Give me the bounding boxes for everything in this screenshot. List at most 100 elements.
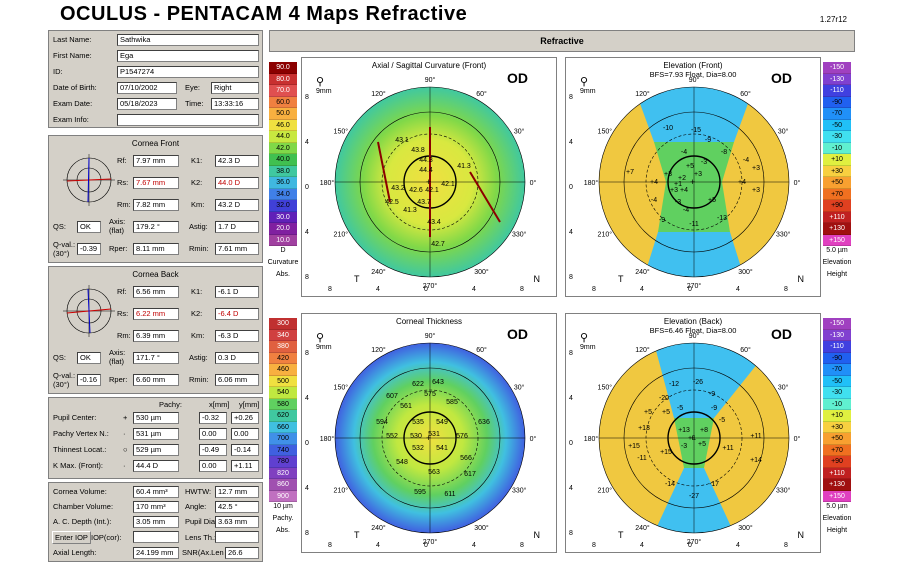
map-value-label: -9 [659, 217, 665, 224]
scale-step: -110 [823, 85, 851, 97]
km-value: -6.3 D [215, 330, 259, 342]
map-value-label: +14 [750, 457, 762, 464]
magnifier-icon[interactable]: ⚲ [316, 332, 325, 344]
exam-info-field[interactable] [117, 114, 259, 126]
axis-sub-label: (flat) [109, 357, 124, 366]
map-value-label: 532 [412, 445, 424, 452]
degree-label: 180° [320, 179, 335, 187]
chamber-volume-label: Chamber Volume: [53, 502, 114, 511]
scale-step: +70 [823, 444, 851, 456]
x-tick: 4 [376, 542, 380, 549]
scale-step: +110 [823, 467, 851, 479]
scale-step: 740 [269, 444, 297, 456]
corneal-thickness-map[interactable]: Corneal Thickness OD 9mm ⚲ 8 4 0 4 8 8 4 0 4 8 T N 90° 12… [301, 313, 557, 553]
scale-step: 80.0 [269, 73, 297, 85]
scale-step: 90.0 [269, 62, 297, 74]
y-tick: 8 [569, 94, 573, 101]
x-tick: 8 [784, 542, 788, 549]
map-title: Axial / Sagittal Curvature (Front) [371, 61, 487, 70]
angle-label: Angle: [185, 502, 207, 511]
pupil-center-marker: + [690, 177, 695, 187]
zoom-label: 9mm [316, 88, 332, 95]
axis-value: 171.7 ° [133, 352, 179, 364]
qs-value: OK [77, 221, 101, 233]
elevation-back-map[interactable]: Elevation (Back) BFS=6.46 Float, Dia=8.00… [565, 313, 821, 553]
map-value-label: 636 [478, 419, 490, 426]
rper-label: Rper: [109, 244, 128, 253]
pupil-center-marker: + [690, 433, 695, 443]
pachy-row-symbol: · [123, 461, 126, 470]
map-value-label: 595 [414, 489, 426, 496]
rs-label: Rs: [117, 178, 129, 187]
meridian-marker [469, 171, 501, 223]
degree-label: 270° [687, 538, 702, 546]
map-value-label: -8 [721, 149, 727, 156]
scale-step: -90 [823, 96, 851, 108]
lens-th-value [215, 531, 259, 543]
map-value-label: +3 [694, 171, 702, 178]
pachy-row-value: 529 µm [133, 444, 179, 456]
last-name-field[interactable]: Sathwika [117, 34, 259, 46]
map-value-label: -13 [717, 215, 727, 222]
map-value-label: 44.3 [419, 157, 433, 164]
x-tick: 8 [328, 542, 332, 549]
eye-label: Eye: [185, 83, 201, 92]
id-field[interactable]: P1547274 [117, 66, 259, 78]
pupil-center-marker: + [426, 177, 431, 187]
acd-value: 3.05 mm [133, 516, 179, 528]
map-value-label: 617 [464, 471, 476, 478]
time-field[interactable]: 13:33:16 [211, 98, 259, 110]
first-name-field[interactable]: Ega [117, 50, 259, 62]
degree-label: 150° [334, 128, 349, 136]
scale-step: 420 [269, 352, 297, 364]
x-tick: 4 [472, 542, 476, 549]
k2-value: 44.0 D [215, 177, 259, 189]
last-name-label: Last Name: [53, 35, 92, 44]
scale-step: 42.0 [269, 142, 297, 154]
pachy-row-value: 530 µm [133, 412, 179, 424]
dob-field[interactable]: 07/10/2002 [117, 82, 177, 94]
scale-step: 34.0 [269, 188, 297, 200]
rmin-label: Rmin: [189, 244, 209, 253]
degree-label: 30° [778, 384, 789, 392]
acd-label: A. C. Depth (Int.): [53, 517, 112, 526]
map-value-label: -4 [743, 157, 749, 164]
km-label: Km: [191, 200, 205, 209]
degree-label: 90° [689, 76, 700, 84]
degree-label: 120° [371, 346, 386, 354]
y-tick: 8 [305, 530, 309, 537]
map-value-label: -4 [651, 197, 657, 204]
scale-step: +30 [823, 165, 851, 177]
pachy-col-header: Pachy: [159, 400, 182, 409]
pachy-panel: Pachy: x[mm] y[mm] Pupil Center: +530 µm -… [48, 397, 263, 479]
map-title: Corneal Thickness [395, 317, 463, 326]
map-value-label: +11 [750, 433, 761, 440]
exam-date-field[interactable]: 05/18/2023 [117, 98, 177, 110]
magnifier-icon[interactable]: ⚲ [316, 76, 325, 88]
enter-iop-button[interactable]: Enter IOP [52, 531, 91, 544]
map-value-label: 43.7 [417, 199, 431, 206]
axial-curvature-map[interactable]: Axial / Sagittal Curvature (Front) OD 9mm ⚲… [301, 57, 557, 297]
scale-step: -50 [823, 119, 851, 131]
map-value-label: -20 [659, 395, 669, 402]
degree-label: 270° [423, 282, 438, 290]
y-tick: 8 [569, 350, 573, 357]
pachy-row-value: 531 µm [133, 428, 179, 440]
magnifier-icon[interactable]: ⚲ [580, 76, 589, 88]
astig-label: Astig: [189, 353, 208, 362]
elevation-front-map[interactable]: Elevation (Front) BFS=7.93 Float, Dia=8.0… [565, 57, 821, 297]
x-tick: 8 [520, 542, 524, 549]
map-value-label: +8 [700, 427, 708, 434]
y-tick: 0 [305, 440, 309, 447]
iop-cor-value[interactable] [133, 531, 179, 543]
scale-step: 38.0 [269, 165, 297, 177]
magnifier-icon[interactable]: ⚲ [580, 332, 589, 344]
km-value: 43.2 D [215, 199, 259, 211]
degree-label: 300° [738, 268, 753, 276]
map-value-label: 575 [424, 391, 436, 398]
x-tick: 8 [784, 286, 788, 293]
scale-step: +50 [823, 433, 851, 445]
eye-field[interactable]: Right [211, 82, 259, 94]
pupil-center-marker: + [426, 433, 431, 443]
scale-step: +90 [823, 200, 851, 212]
